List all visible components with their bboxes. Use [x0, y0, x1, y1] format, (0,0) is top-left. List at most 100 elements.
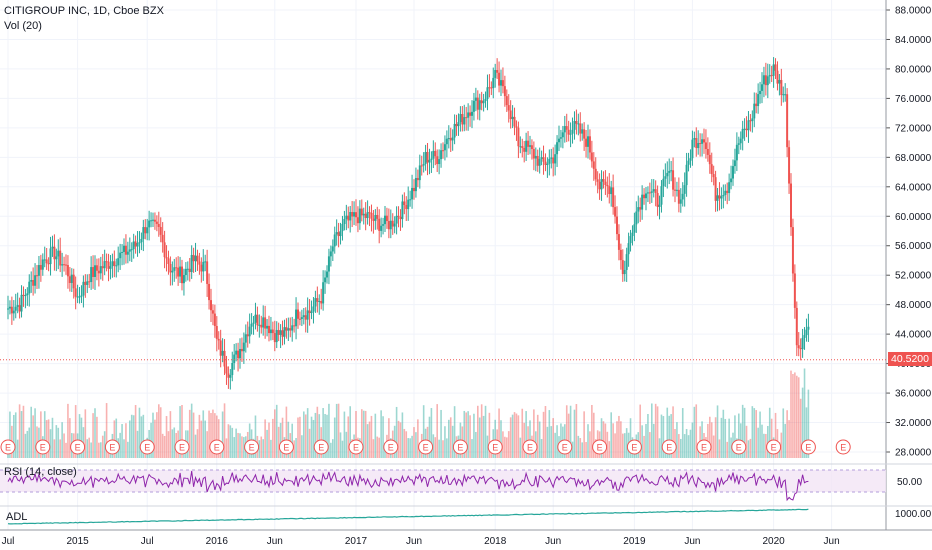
volume-bar: [544, 406, 547, 458]
volume-bar: [57, 427, 60, 458]
candle-body: [115, 265, 118, 267]
earnings-marker-label: E: [701, 443, 707, 453]
candle-body: [250, 323, 253, 327]
volume-bar: [196, 429, 199, 458]
volume-bar: [546, 426, 549, 458]
candle-body: [94, 265, 96, 277]
candle-body: [140, 238, 143, 243]
earnings-marker: [139, 439, 155, 455]
volume-bar: [345, 431, 348, 458]
volume-bar: [494, 419, 496, 458]
volume-bar: [575, 404, 578, 458]
earnings-marker: [800, 439, 816, 455]
candle-body: [790, 183, 792, 228]
volume-bar: [507, 431, 510, 458]
earnings-marker: [731, 439, 747, 455]
volume-label[interactable]: Vol (20): [4, 20, 42, 32]
candle-body: [22, 294, 25, 296]
candle-body: [480, 100, 483, 104]
candle-body: [490, 87, 493, 89]
candle-body: [536, 155, 539, 166]
volume-bar: [525, 411, 527, 458]
candle-body: [708, 154, 711, 165]
candle-body: [788, 147, 791, 184]
volume-bar: [132, 415, 135, 458]
volume-bar: [332, 439, 334, 458]
candle-body: [285, 327, 288, 331]
volume-bar: [61, 422, 63, 458]
price-tick-label: 76.0000: [895, 94, 932, 105]
volume-bar: [502, 431, 504, 458]
candle-body: [685, 164, 688, 186]
volume-bar: [299, 416, 301, 458]
candle-body: [66, 265, 69, 277]
candle-body: [608, 186, 611, 195]
candle-body: [252, 322, 255, 324]
volume-bar: [208, 410, 210, 458]
volume-bar: [374, 413, 377, 458]
earnings-marker-label: E: [214, 443, 220, 453]
earnings-marker-label: E: [388, 443, 394, 453]
volume-bar: [24, 433, 27, 458]
candle-body: [37, 265, 40, 276]
candle-body: [761, 84, 763, 91]
volume-bar: [683, 434, 686, 458]
candle-body: [333, 234, 336, 247]
time-tick-label: Jun: [684, 536, 700, 547]
adl-line: [7, 508, 809, 525]
candle-body: [606, 184, 609, 187]
candle-body: [805, 329, 808, 336]
candle-body: [459, 114, 462, 123]
volume-bar: [523, 422, 525, 458]
candle-body: [768, 75, 771, 77]
volume-bar: [314, 412, 317, 458]
volume-bar: [275, 404, 278, 458]
candle-body: [602, 179, 605, 182]
volume-bar: [506, 437, 508, 458]
candle-body: [469, 112, 472, 116]
price-tick-label: 48.0000: [895, 300, 932, 311]
volume-bar: [134, 405, 137, 458]
candle-body: [401, 201, 404, 220]
candle-body: [795, 307, 798, 346]
time-tick-label: Jul: [2, 536, 15, 547]
candle-body: [55, 256, 58, 260]
volume-bar: [720, 417, 723, 458]
volume-bar: [100, 442, 102, 458]
volume-bar: [422, 405, 425, 458]
rsi-label[interactable]: RSI (14, close): [4, 466, 77, 478]
volume-bar: [123, 439, 125, 458]
candle-body: [239, 348, 241, 359]
symbol-title[interactable]: CITIGROUP INC, 1D, Cboe BZX: [4, 5, 164, 17]
candle-body: [619, 249, 622, 261]
adl-label[interactable]: ADL: [6, 511, 28, 523]
candle-body: [90, 267, 93, 283]
earnings-marker: [278, 439, 294, 455]
candle-body: [558, 138, 560, 143]
volume-bar: [92, 413, 94, 458]
volume-bar: [140, 416, 143, 458]
volume-bar: [569, 405, 572, 458]
volume-bar: [755, 410, 757, 458]
volume-bar: [241, 436, 243, 458]
volume-bar: [693, 406, 696, 458]
candle-body: [384, 215, 386, 225]
candle-body: [730, 178, 733, 183]
volume-bar: [159, 407, 162, 458]
volume-bar: [579, 438, 582, 458]
volume-bar: [59, 439, 61, 458]
earnings-marker: [418, 439, 434, 455]
candle-body: [447, 137, 450, 139]
volume-bar: [349, 406, 351, 458]
volume-bar: [303, 411, 305, 458]
volume-bar: [78, 414, 81, 458]
volume-bar: [761, 424, 763, 458]
candle-body: [633, 224, 636, 233]
candle-body: [745, 128, 748, 131]
volume-bar: [119, 432, 121, 458]
volume-bar: [407, 438, 409, 458]
candle-body: [697, 143, 700, 149]
candle-body: [387, 221, 390, 230]
volume-bar: [262, 439, 264, 458]
